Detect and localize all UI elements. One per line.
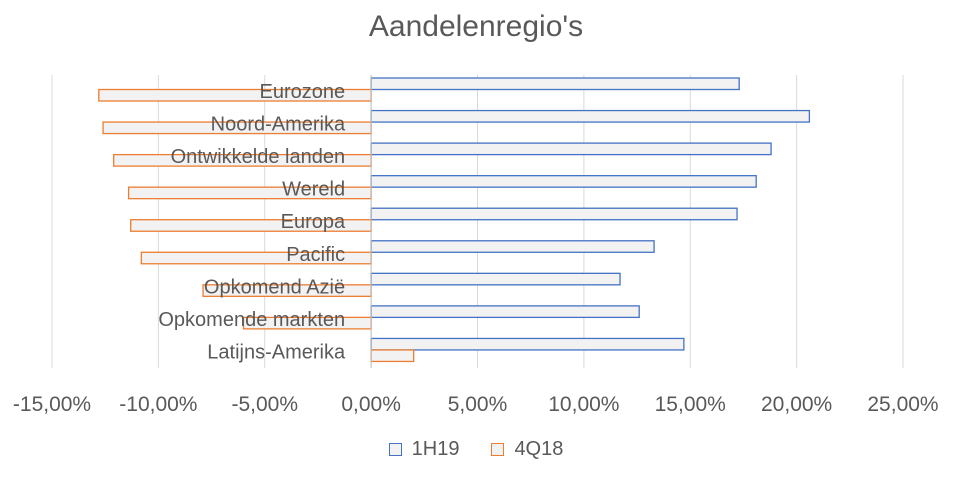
bar-1h19-1 [370, 109, 811, 123]
category-label: Opkomend Azië [204, 276, 345, 298]
category-label: Pacific [286, 244, 345, 266]
legend-label-1h19: 1H19 [411, 438, 460, 460]
bar-1h19-2 [370, 142, 772, 156]
x-tick-label: 20,00% [761, 393, 832, 416]
x-tick-label: 15,00% [655, 393, 726, 416]
category-label: Europa [281, 211, 346, 233]
x-tick-label: 25,00% [867, 393, 938, 416]
category-label: Ontwikkelde landen [171, 146, 346, 168]
bar-1h19-8 [370, 337, 685, 351]
bar-1h19-3 [370, 175, 757, 188]
legend-swatch-1h19 [388, 443, 402, 456]
bar-1h19-4 [370, 207, 738, 221]
bar-1h19-7 [370, 305, 640, 319]
chart-title: Aandelenregio's [368, 10, 584, 43]
bar-1h19-5 [370, 240, 655, 253]
category-label: Wereld [282, 179, 345, 201]
x-tick-label: 0,00% [341, 393, 401, 416]
x-tick-label: 5,00% [448, 393, 508, 416]
category-label: Noord-Amerika [211, 114, 346, 136]
bar-1h19-0 [370, 77, 740, 91]
legend-label-4q18: 4Q18 [514, 438, 564, 460]
legend-item-1h19: 1H19 [388, 438, 460, 461]
x-tick-label: -10,00% [119, 393, 197, 416]
legend: 1H19 4Q18 [0, 438, 952, 461]
x-tick-label: -5,00% [231, 393, 298, 416]
x-tick-label: -15,00% [13, 393, 91, 416]
bar-1h19-6 [370, 272, 621, 286]
legend-swatch-4q18 [491, 443, 505, 456]
bar-4q18-8 [370, 349, 415, 363]
x-tick-label: 10,00% [548, 393, 619, 416]
legend-item-4q18: 4Q18 [491, 438, 563, 461]
category-label: Eurozone [260, 81, 346, 103]
category-label: Opkomende markten [158, 309, 345, 331]
category-label: Latijns-Amerika [207, 341, 346, 363]
